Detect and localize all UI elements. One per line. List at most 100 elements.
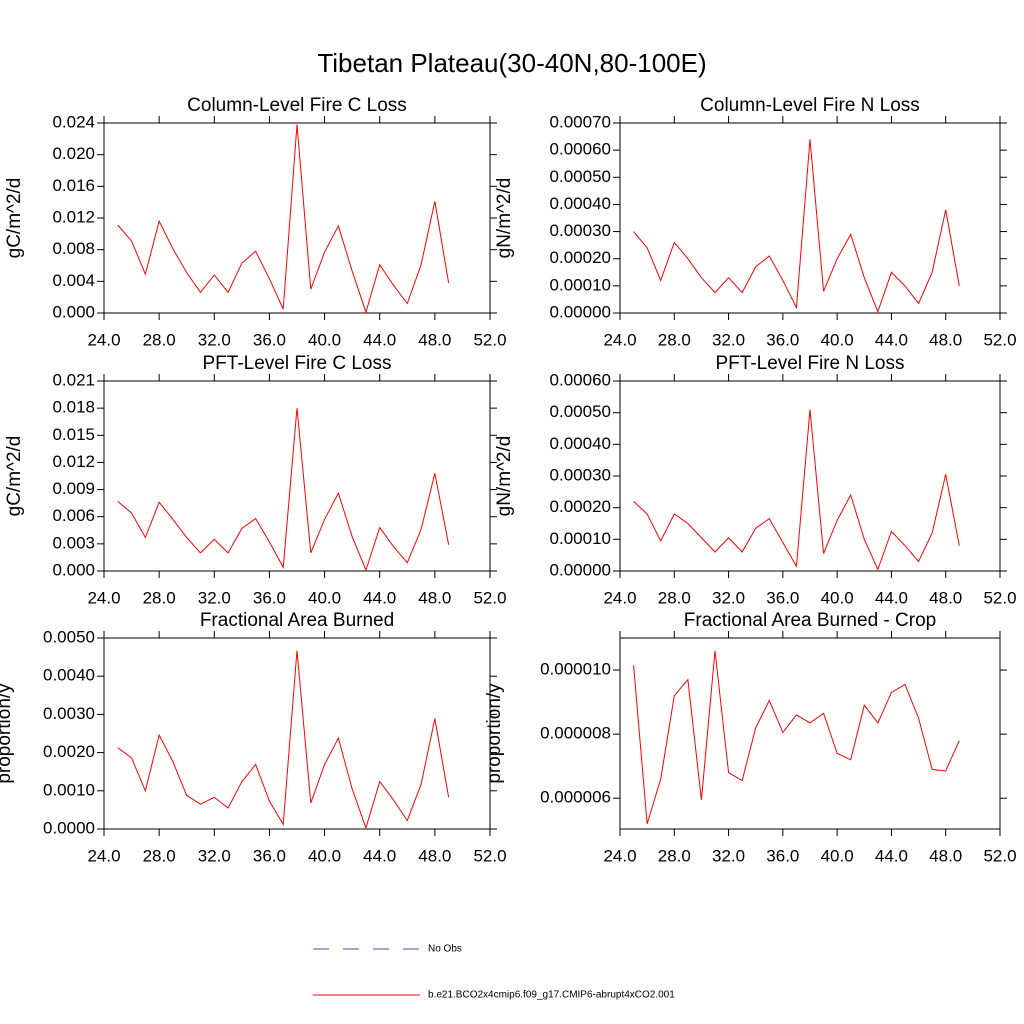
x-tick-label: 36.0 (766, 588, 799, 607)
x-tick-label: 52.0 (983, 588, 1016, 607)
x-tick-label: 28.0 (143, 846, 176, 865)
x-tick-label: 32.0 (712, 588, 745, 607)
x-tick-label: 28.0 (658, 330, 691, 349)
legend-label: No Obs (428, 944, 462, 955)
y-tick-label: 0.0010 (43, 780, 95, 799)
x-tick-label: 52.0 (473, 330, 506, 349)
y-tick-label: 0.000006 (540, 788, 611, 807)
y-axis-label: gN/m^2/d (494, 178, 515, 259)
y-axis-label: gC/m^2/d (4, 436, 25, 517)
panel-title: Column-Level Fire C Loss (187, 95, 407, 116)
y-tick-label: 0.00000 (550, 302, 611, 321)
y-tick-label: 0.00060 (550, 370, 611, 389)
y-axis-label: gN/m^2/d (494, 436, 515, 517)
x-tick-label: 32.0 (198, 588, 231, 607)
x-tick-label: 28.0 (658, 588, 691, 607)
y-tick-label: 0.0040 (43, 666, 95, 685)
data-line (633, 139, 960, 314)
x-tick-label: 48.0 (929, 330, 962, 349)
y-tick-label: 0.018 (52, 398, 95, 417)
x-tick-label: 36.0 (253, 330, 286, 349)
y-tick-label: 0.024 (52, 112, 95, 131)
y-tick-label: 0.008 (52, 239, 95, 258)
x-tick-label: 48.0 (929, 846, 962, 865)
x-tick-label: 36.0 (253, 588, 286, 607)
y-tick-label: 0.003 (52, 533, 95, 552)
y-tick-label: 0.016 (52, 176, 95, 195)
plot-frame (103, 380, 491, 572)
x-tick-label: 36.0 (766, 330, 799, 349)
y-tick-label: 0.009 (52, 479, 95, 498)
y-tick-label: 0.000 (52, 302, 95, 321)
y-tick-label: 0.00000 (550, 560, 611, 579)
y-tick-label: 0.000008 (540, 724, 611, 743)
y-tick-label: 0.00040 (550, 194, 611, 213)
x-tick-label: 40.0 (821, 846, 854, 865)
x-tick-label: 32.0 (198, 330, 231, 349)
plot-frame (103, 637, 491, 830)
y-axis-label: proportion/y (0, 683, 15, 784)
y-tick-label: 0.00020 (550, 248, 611, 267)
x-tick-label: 52.0 (983, 330, 1016, 349)
data-line (117, 124, 450, 314)
y-tick-label: 0.020 (52, 144, 95, 163)
data-line (117, 650, 450, 830)
x-tick-label: 40.0 (308, 846, 341, 865)
panel-title: Column-Level Fire N Loss (700, 95, 920, 116)
y-tick-label: 0.0020 (43, 742, 95, 761)
y-tick-label: 0.00050 (550, 402, 611, 421)
plot-frame (619, 122, 1001, 314)
panel-title: Fractional Area Burned (200, 610, 394, 631)
y-tick-label: 0.00040 (550, 434, 611, 453)
y-tick-label: 0.012 (52, 452, 95, 471)
y-tick-label: 0.0030 (43, 704, 95, 723)
x-tick-label: 24.0 (603, 846, 636, 865)
y-tick-label: 0.00010 (550, 275, 611, 294)
y-tick-label: 0.0000 (43, 818, 95, 837)
y-tick-label: 0.00050 (550, 167, 611, 186)
x-tick-label: 24.0 (603, 330, 636, 349)
x-tick-label: 28.0 (143, 330, 176, 349)
x-tick-label: 36.0 (253, 846, 286, 865)
y-tick-label: 0.0050 (43, 627, 95, 646)
x-tick-label: 52.0 (473, 588, 506, 607)
x-tick-label: 44.0 (875, 588, 908, 607)
y-tick-label: 0.00020 (550, 497, 611, 516)
x-tick-label: 40.0 (308, 330, 341, 349)
x-tick-label: 44.0 (875, 330, 908, 349)
x-tick-label: 24.0 (87, 588, 120, 607)
x-tick-label: 28.0 (658, 846, 691, 865)
y-tick-label: 0.00030 (550, 465, 611, 484)
y-tick-label: 0.012 (52, 207, 95, 226)
x-tick-label: 48.0 (418, 588, 451, 607)
y-tick-label: 0.015 (52, 425, 95, 444)
x-tick-label: 48.0 (418, 330, 451, 349)
panel-title: PFT-Level Fire N Loss (716, 353, 905, 374)
y-tick-label: 0.000010 (540, 660, 611, 679)
x-tick-label: 48.0 (418, 846, 451, 865)
x-tick-label: 40.0 (308, 588, 341, 607)
x-tick-label: 32.0 (712, 330, 745, 349)
x-tick-label: 52.0 (983, 846, 1016, 865)
x-tick-label: 32.0 (712, 846, 745, 865)
x-tick-label: 32.0 (198, 846, 231, 865)
data-line (633, 650, 960, 825)
y-axis-label: proportion/y (484, 683, 505, 784)
x-tick-label: 40.0 (821, 588, 854, 607)
data-line (633, 409, 960, 571)
x-tick-label: 24.0 (87, 330, 120, 349)
plot-frame (619, 637, 1001, 830)
x-tick-label: 44.0 (363, 588, 396, 607)
x-tick-label: 44.0 (363, 330, 396, 349)
x-tick-label: 40.0 (821, 330, 854, 349)
x-tick-label: 44.0 (875, 846, 908, 865)
x-tick-label: 24.0 (87, 846, 120, 865)
y-tick-label: 0.00030 (550, 221, 611, 240)
x-tick-label: 48.0 (929, 588, 962, 607)
x-tick-label: 36.0 (766, 846, 799, 865)
main-title: Tibetan Plateau(30-40N,80-100E) (317, 48, 706, 78)
data-line (117, 408, 450, 572)
x-tick-label: 28.0 (143, 588, 176, 607)
